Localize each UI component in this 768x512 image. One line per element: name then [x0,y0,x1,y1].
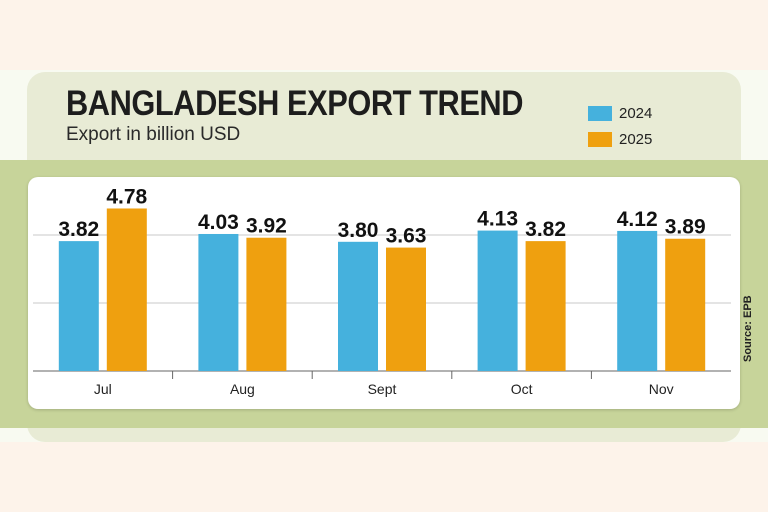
legend-label-2025: 2025 [619,131,653,148]
bar-2024-sept [338,241,378,371]
bar-2025-sept [386,247,426,371]
value-label-2024-oct: 4.13 [477,208,518,231]
legend-label-2024: 2024 [619,105,653,122]
value-label-2025-sept: 3.63 [386,225,427,248]
chart-subtitle: Export in billion USD [66,124,241,145]
chart-title: BANGLADESH EXPORT TREND [66,84,524,123]
value-label-2025-oct: 3.82 [525,218,566,241]
bar-2025-aug [246,237,287,371]
x-tick-label-jul: Jul [94,381,112,397]
x-tick-label-sept: Sept [368,381,397,397]
bar-2024-nov [617,230,658,371]
value-label-2024-jul: 3.82 [58,218,99,241]
chart-card: 02043.824.78Jul4.033.92Aug3.803.63Sept4.… [28,177,740,409]
bar-2024-oct [477,230,518,371]
value-label-2025-aug: 3.92 [246,215,287,238]
x-tick-label-aug: Aug [230,381,255,397]
legend-item-2025: 2025 [588,131,652,148]
bar-2024-jul [58,241,99,371]
legend-item-2024: 2024 [588,105,652,122]
value-label-2024-aug: 4.03 [198,211,239,234]
source-note: Source: EPB [742,295,754,362]
value-label-2025-jul: 4.78 [106,185,147,208]
bar-2024-aug [198,233,239,371]
x-tick-label-nov: Nov [649,381,674,397]
x-tick-label-oct: Oct [511,381,533,397]
bar-chart: 02043.824.78Jul4.033.92Aug3.803.63Sept4.… [33,185,731,397]
value-label-2024-nov: 4.12 [617,208,658,231]
bar-2025-oct [525,241,566,371]
bar-2025-jul [106,208,147,371]
legend-swatch-2024 [588,106,612,121]
value-label-2024-sept: 3.80 [338,219,379,242]
value-label-2025-nov: 3.89 [665,216,706,239]
legend-swatch-2025 [588,132,612,147]
bar-2025-nov [665,238,706,371]
